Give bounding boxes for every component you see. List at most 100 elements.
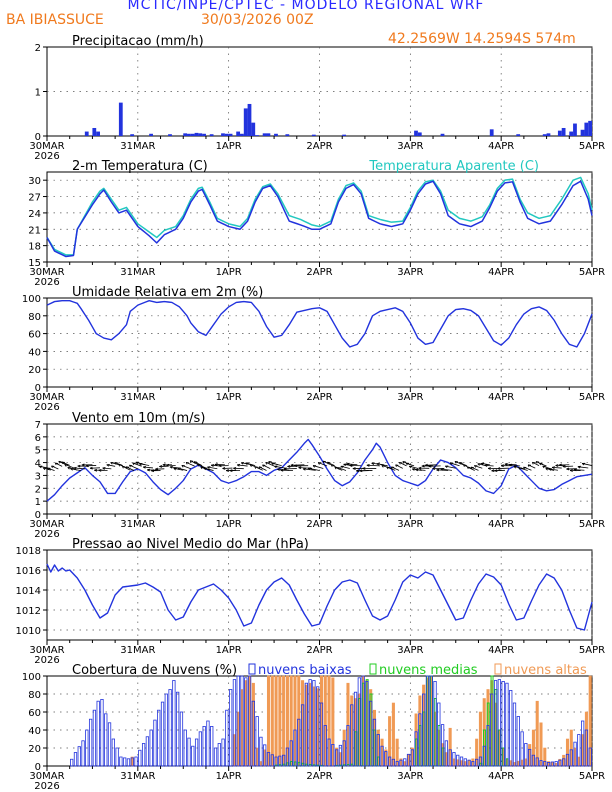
wind-arrow-53 (237, 464, 248, 467)
x-year-label-0: 2026 (34, 151, 59, 162)
precip-bar-9 (190, 133, 195, 136)
cloud-low-bar-60 (274, 756, 278, 767)
cloud-low-bar-49 (232, 679, 237, 767)
x-day-label-1-4: 3APR (397, 267, 423, 278)
wind-arrow-head-b-124 (504, 462, 508, 465)
x-year-label-3: 2026 (34, 529, 59, 540)
cloud-low-bar-61 (278, 755, 282, 767)
wind-arrow-109 (450, 462, 460, 467)
ytick-label-4-2: 1014 (16, 586, 41, 597)
cloud-low-bar-142 (584, 729, 589, 767)
precip-bar-30 (417, 132, 422, 136)
cloud-low-bar-116 (486, 725, 490, 767)
x-day-label-1-3: 2APR (306, 267, 332, 278)
cloud-low-bar-13 (96, 700, 100, 767)
x-day-label-1-2: 1APR (216, 267, 242, 278)
cloud-low-bar-132 (546, 762, 551, 767)
x-day-label-5-1: 31MAR (120, 771, 155, 782)
wind-arrow-142 (573, 469, 585, 471)
cloud-low-bar-51 (240, 675, 244, 767)
wind-arrow-head-b-40 (190, 460, 194, 462)
cloud-low-bar-139 (573, 741, 577, 767)
cloud-low-bar-135 (558, 759, 562, 767)
wind-arrow-82 (346, 463, 358, 466)
x-day-label-0-3: 2APR (306, 141, 332, 152)
x-day-label-3-6: 5APR (579, 519, 605, 530)
cloud-low-bar-43 (210, 726, 214, 767)
wind-arrow-head-b-130 (532, 461, 536, 464)
cloud-low-bar-39 (194, 738, 199, 767)
wind-arrow-head-b-140 (566, 467, 570, 470)
wind-arrow-head-b-66 (283, 467, 287, 470)
precip-bar-15 (224, 133, 229, 136)
wind-arrow-head-b-129 (528, 464, 532, 466)
precip-bar-37 (561, 127, 566, 136)
cloud-low-bar-91 (391, 758, 396, 767)
wind-arrow-head-b-104 (428, 464, 432, 467)
x-day-label-4-4: 3APR (397, 645, 423, 656)
cloud-low-bar-66 (297, 718, 301, 767)
cloud-low-bar-97 (414, 731, 418, 767)
wind-arrow-125 (509, 464, 521, 467)
cloud-low-bar-58 (266, 752, 271, 767)
wind-arrow-head-b-143 (577, 465, 581, 468)
precip-bar-40 (580, 129, 585, 136)
cloud-low-bar-9 (81, 740, 85, 767)
cloud-low-bar-109 (459, 756, 464, 767)
cloud-low-bar-14 (100, 699, 104, 767)
wind-arrow-head-b-30 (151, 469, 155, 472)
precip-bar-42 (588, 120, 592, 136)
wind-arrow-head-b-4 (55, 462, 59, 464)
x-day-label-1-5: 4APR (488, 267, 514, 278)
wind-arrow-135 (548, 468, 558, 471)
x-day-label-1-0: 30MAR (29, 267, 64, 278)
wind-arrow-head-b-64 (277, 468, 281, 470)
ytick-label-2-4: 80 (28, 312, 41, 323)
precip-bar-12 (202, 133, 206, 136)
cloud-low-bar-78 (342, 740, 346, 767)
cloud-low-bar-86 (372, 718, 377, 767)
cloud-low-bar-23 (134, 756, 138, 767)
ytick-label-4-3: 1016 (16, 566, 41, 577)
cloud-low-bar-85 (369, 700, 373, 767)
cloud-low-bar-115 (482, 745, 486, 767)
x-day-label-3-2: 1APR (216, 519, 242, 530)
wind-arrow-head-b-50 (225, 469, 229, 472)
precip-bar-31 (440, 133, 445, 136)
cloud-low-bar-118 (493, 680, 498, 767)
x-day-label-3-4: 3APR (397, 519, 423, 530)
wind-arrow-118 (484, 464, 494, 467)
wind-arrow-head-b-94 (395, 464, 399, 466)
x-day-label-4-3: 2APR (306, 645, 332, 656)
wind-arrow-head-b-29 (147, 468, 150, 471)
apparent-temp-line (46, 176, 593, 256)
cloud-legend-label-0: nuvens baixas (258, 663, 352, 678)
wind-arrow-head-b-12 (81, 463, 85, 466)
cloud-low-bar-20 (123, 757, 127, 767)
cloud-low-bar-50 (236, 675, 240, 767)
x-day-label-3-5: 4APR (488, 519, 514, 530)
cloud-low-bar-52 (244, 677, 248, 767)
precip-bar-22 (255, 135, 259, 136)
cloud-low-bar-46 (221, 738, 225, 767)
wind-arrow-head-b-101 (418, 466, 422, 469)
cloud-low-bar-36 (183, 729, 187, 767)
wind-arrow-head-b-120 (491, 469, 495, 472)
wind-arrow-head-b-59 (262, 464, 266, 466)
ytick-label-3-7: 7 (35, 420, 41, 431)
cloud-low-bar-53 (247, 675, 252, 767)
ytick-label-2-2: 40 (28, 347, 41, 358)
ytick-label-1-0: 15 (28, 258, 41, 269)
precip-bar-27 (311, 134, 316, 136)
cloud-low-bar-26 (145, 736, 150, 767)
wind-arrow-head-b-82 (346, 462, 350, 465)
ytick-label-5-0: 0 (35, 762, 41, 773)
wind-arrow-head-b-68 (290, 463, 294, 466)
wind-arrow-head-b-48 (218, 464, 222, 467)
wind-arrow-head-b-14 (89, 466, 93, 469)
wind-arrow-90 (376, 463, 388, 467)
wind-arrow-62 (271, 462, 282, 467)
precip-bar-32 (489, 129, 494, 136)
cloud-high-bar-62 (282, 675, 286, 767)
cloud-low-bar-84 (365, 681, 369, 767)
